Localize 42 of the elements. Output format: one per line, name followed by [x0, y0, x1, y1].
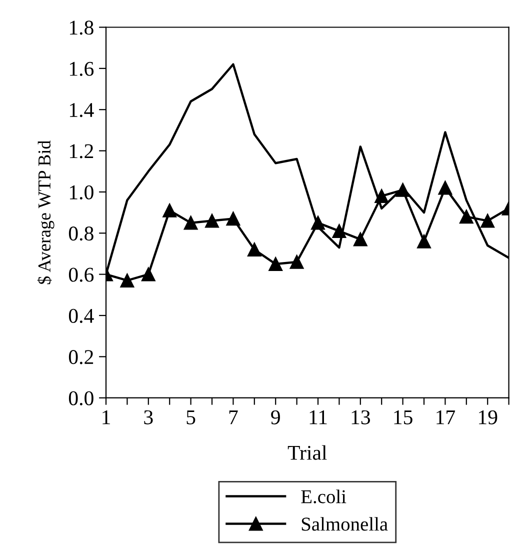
point — [311, 216, 325, 230]
point — [438, 180, 452, 195]
point — [353, 232, 368, 246]
y-tick-label: 0.4 — [68, 308, 94, 324]
y-tick-label: 0.0 — [68, 391, 94, 406]
y-tick-label: 1.6 — [70, 62, 94, 76]
point — [290, 255, 304, 269]
x-tick-label: 5 — [186, 410, 196, 424]
point — [141, 267, 156, 282]
y-tick-label: 0.8 — [68, 226, 94, 241]
point — [226, 212, 240, 226]
x-tick-label: 17 — [436, 410, 456, 424]
x-tick-label: 9 — [271, 410, 280, 424]
point — [396, 182, 410, 197]
x-tick-label: 19 — [479, 410, 498, 424]
y-tick-label: 0.6 — [68, 268, 94, 282]
legend-label: Salmonella — [302, 517, 388, 531]
point — [374, 189, 389, 204]
point — [120, 274, 134, 288]
x-axis-title: Trial — [288, 445, 327, 460]
point — [332, 224, 346, 238]
point — [480, 214, 495, 228]
point — [184, 216, 198, 230]
x-tick-label: 1 — [102, 410, 110, 424]
point — [268, 257, 283, 271]
x-tick-label: 13 — [352, 410, 370, 424]
y-axis-title: $ Average WTP Bid — [37, 140, 54, 284]
y-tick-label: 1.4 — [70, 103, 94, 118]
y-tick-label: 1.0 — [70, 185, 94, 200]
y-tick-label: 0.2 — [68, 350, 94, 364]
point — [247, 242, 262, 257]
point — [459, 210, 474, 224]
x-tick-label: 15 — [394, 410, 412, 424]
x-tick-label: 11 — [310, 410, 327, 424]
y-tick-label: 1.8 — [70, 20, 94, 35]
x-tick-label: 3 — [144, 410, 153, 424]
point — [205, 214, 219, 228]
y-tick-label: 1.2 — [70, 144, 94, 158]
point — [162, 204, 177, 218]
point — [417, 234, 431, 248]
legend-label: E.coli — [301, 490, 346, 504]
x-tick-label: 7 — [229, 410, 238, 424]
